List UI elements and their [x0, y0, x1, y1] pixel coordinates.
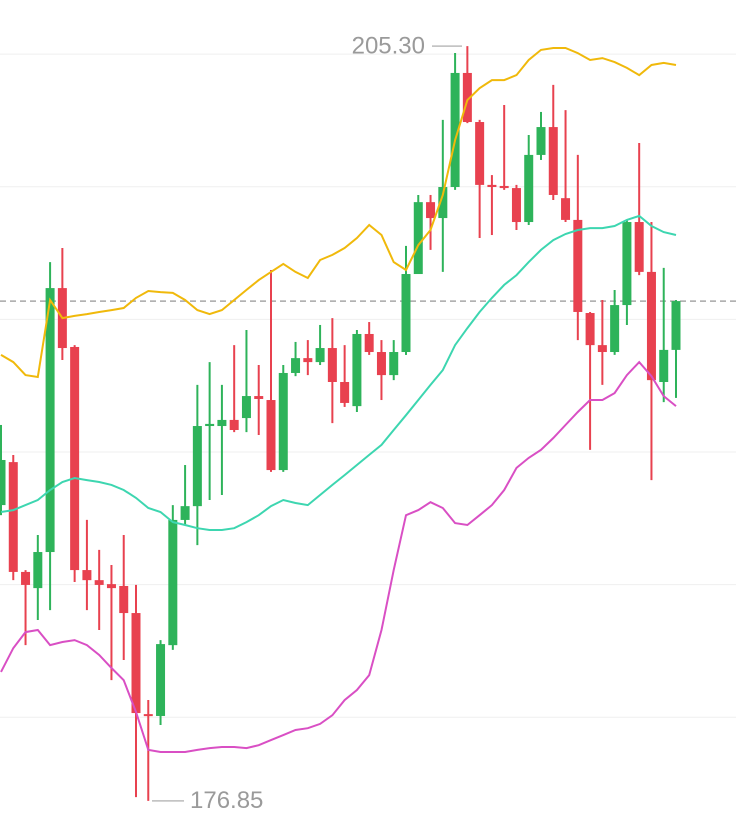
candle-body [291, 358, 301, 373]
candle-body [438, 187, 448, 219]
candle-body [646, 271, 656, 381]
candle-body [82, 570, 92, 581]
candle-body [33, 552, 43, 589]
candle-body [659, 349, 669, 382]
candle-body [340, 381, 350, 403]
candle-body [413, 202, 423, 275]
candle-body [229, 419, 239, 431]
candle-body [266, 400, 276, 471]
candle-body [450, 72, 460, 188]
candle-body [45, 288, 55, 553]
candle-body [0, 459, 6, 506]
candle-body [462, 72, 472, 123]
band-line [0, 47, 677, 379]
candle-body [561, 198, 571, 220]
candle-body [499, 185, 509, 189]
band-line [0, 214, 677, 531]
candle-body [8, 462, 18, 572]
candle-body [597, 345, 607, 353]
candle-body [401, 274, 411, 353]
candle-body [376, 352, 386, 376]
candle-body [205, 423, 215, 427]
candle-body [94, 580, 104, 585]
candle-body [352, 333, 362, 407]
candle-body [180, 506, 190, 520]
candle-body [487, 184, 497, 188]
candle-body [610, 305, 620, 353]
candle-body [303, 358, 313, 363]
candle-body [217, 419, 227, 427]
candle-body [143, 714, 153, 717]
candle-body [548, 127, 558, 195]
candle-body [634, 222, 644, 272]
candle-body [278, 372, 288, 471]
candle-body [327, 348, 337, 382]
candle-body [511, 188, 521, 223]
candle-body [573, 219, 583, 312]
candle-body [585, 313, 595, 346]
candle-body [119, 585, 129, 614]
candle-body [168, 519, 178, 646]
candle-body [70, 346, 80, 571]
candle-body [536, 127, 546, 155]
candle-body [671, 301, 681, 350]
min-label: 176.85 [190, 787, 263, 814]
candle-body [524, 154, 534, 223]
candle-body [315, 348, 325, 363]
candle-body [21, 571, 31, 585]
candle-body [156, 644, 166, 716]
candle-body [241, 396, 251, 419]
candle-body [622, 222, 632, 306]
candle-body [106, 584, 116, 589]
candle-body [131, 613, 141, 714]
candle-body [475, 122, 485, 185]
candle-body [192, 426, 202, 507]
candle-body [389, 352, 399, 376]
max-label: 205.30 [352, 33, 425, 60]
candle-body [254, 396, 264, 399]
band-line [0, 360, 677, 753]
candle-body [426, 202, 436, 219]
candle-body [364, 333, 374, 353]
